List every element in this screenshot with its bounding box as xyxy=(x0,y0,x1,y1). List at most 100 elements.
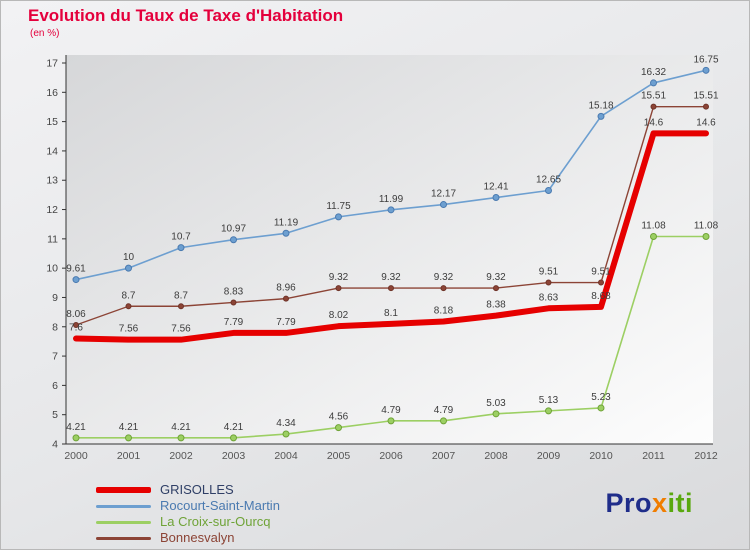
svg-text:9.61: 9.61 xyxy=(66,264,86,275)
series-La Croix-sur-Ourcq xyxy=(72,233,710,442)
value-labels: 9.61 10 10.7 10.97 11.19 11.75 11.99 12.17 12.41… xyxy=(66,54,719,433)
svg-text:5: 5 xyxy=(52,409,58,421)
svg-text:9.32: 9.32 xyxy=(486,272,506,283)
svg-text:2005: 2005 xyxy=(327,450,351,462)
legend-label: La Croix-sur-Ourcq xyxy=(160,514,271,529)
data-point xyxy=(650,103,657,110)
svg-text:4.56: 4.56 xyxy=(329,412,349,423)
svg-text:8.02: 8.02 xyxy=(329,310,349,321)
svg-text:7.79: 7.79 xyxy=(224,317,244,328)
svg-text:8.38: 8.38 xyxy=(486,300,506,311)
svg-text:8.68: 8.68 xyxy=(591,291,611,302)
data-point xyxy=(335,424,342,432)
svg-text:5.23: 5.23 xyxy=(591,392,611,403)
data-point xyxy=(177,434,185,442)
svg-text:9.32: 9.32 xyxy=(381,272,401,283)
data-point xyxy=(493,285,499,292)
data-point xyxy=(282,229,290,237)
data-point xyxy=(440,285,447,292)
svg-text:10.7: 10.7 xyxy=(171,232,191,243)
svg-text:2012: 2012 xyxy=(694,450,718,462)
svg-text:2001: 2001 xyxy=(117,450,141,462)
svg-text:11: 11 xyxy=(47,233,58,245)
svg-text:11.75: 11.75 xyxy=(326,201,351,212)
data-point xyxy=(650,233,657,241)
svg-text:12: 12 xyxy=(46,204,58,216)
svg-text:16: 16 xyxy=(46,87,58,99)
svg-text:15: 15 xyxy=(46,116,58,128)
svg-text:14: 14 xyxy=(46,145,58,157)
svg-text:13: 13 xyxy=(46,175,58,187)
series-GRISOLLES xyxy=(73,130,709,343)
svg-text:15.18: 15.18 xyxy=(588,100,613,111)
svg-text:2011: 2011 xyxy=(642,450,665,462)
legend-item-1: Rocourt-Saint-Martin xyxy=(96,498,280,514)
data-point xyxy=(230,434,237,442)
svg-text:11.08: 11.08 xyxy=(694,221,719,232)
legend-line-sample xyxy=(96,487,151,493)
legend-item-2: La Croix-sur-Ourcq xyxy=(96,514,280,530)
data-point xyxy=(125,434,132,442)
svg-text:4.21: 4.21 xyxy=(224,422,244,433)
data-point xyxy=(650,79,657,87)
proxiti-logo: Proxiti xyxy=(605,488,693,519)
data-point xyxy=(388,285,394,292)
data-point xyxy=(177,244,185,252)
svg-text:8.1: 8.1 xyxy=(384,308,398,319)
chart-legend: GRISOLLES Rocourt-Saint-Martin La Croix-su… xyxy=(96,482,280,546)
data-point xyxy=(73,322,79,329)
legend-item-3: Bonnesvalyn xyxy=(96,530,280,546)
svg-text:7.79: 7.79 xyxy=(276,317,296,328)
svg-text:12.41: 12.41 xyxy=(483,182,508,193)
logo-part: iti xyxy=(667,488,693,518)
legend-line-sample xyxy=(96,520,151,524)
x-axis-labels: 2000 2001 2002 2003 2004 2005 2006 2007 2008 2009… xyxy=(64,450,718,462)
axes xyxy=(65,55,713,445)
svg-text:4.21: 4.21 xyxy=(171,422,191,433)
data-point xyxy=(282,430,290,438)
svg-text:14.6: 14.6 xyxy=(696,117,716,128)
svg-text:9.51: 9.51 xyxy=(539,267,559,278)
svg-text:8: 8 xyxy=(52,321,58,333)
data-point xyxy=(230,299,237,306)
svg-text:16.75: 16.75 xyxy=(693,54,718,65)
svg-text:11.99: 11.99 xyxy=(379,194,404,205)
svg-text:14.6: 14.6 xyxy=(644,117,664,128)
svg-text:7.6: 7.6 xyxy=(69,322,83,333)
data-point xyxy=(125,303,132,310)
svg-text:4: 4 xyxy=(52,439,58,451)
svg-text:4.79: 4.79 xyxy=(381,405,401,416)
legend-label: Bonnesvalyn xyxy=(160,530,235,545)
svg-text:15.51: 15.51 xyxy=(693,91,718,102)
svg-text:9.32: 9.32 xyxy=(329,272,349,283)
page-subtitle: (en %) xyxy=(30,28,60,39)
data-point xyxy=(125,264,132,272)
data-point xyxy=(597,112,605,120)
data-point xyxy=(598,279,604,286)
logo-part: Pro xyxy=(605,488,652,518)
data-point xyxy=(387,417,395,425)
svg-text:2000: 2000 xyxy=(64,450,88,462)
data-point xyxy=(492,410,500,418)
svg-text:11.19: 11.19 xyxy=(274,217,299,228)
legend-label: Rocourt-Saint-Martin xyxy=(160,498,280,513)
svg-text:7.56: 7.56 xyxy=(119,324,139,335)
svg-text:2004: 2004 xyxy=(274,450,298,462)
data-point xyxy=(702,66,710,74)
svg-text:11.08: 11.08 xyxy=(641,221,666,232)
svg-text:2003: 2003 xyxy=(222,450,246,462)
data-point xyxy=(178,303,184,310)
plot-area xyxy=(66,55,713,444)
svg-text:6: 6 xyxy=(52,380,58,392)
svg-text:15.51: 15.51 xyxy=(641,91,666,102)
svg-text:10.97: 10.97 xyxy=(221,224,246,235)
svg-text:2009: 2009 xyxy=(537,450,561,462)
svg-text:5.13: 5.13 xyxy=(539,395,559,406)
logo-part: x xyxy=(651,488,668,518)
svg-text:8.18: 8.18 xyxy=(434,305,454,316)
data-point xyxy=(387,206,395,214)
legend-label: GRISOLLES xyxy=(160,482,234,497)
svg-text:9: 9 xyxy=(52,292,58,304)
